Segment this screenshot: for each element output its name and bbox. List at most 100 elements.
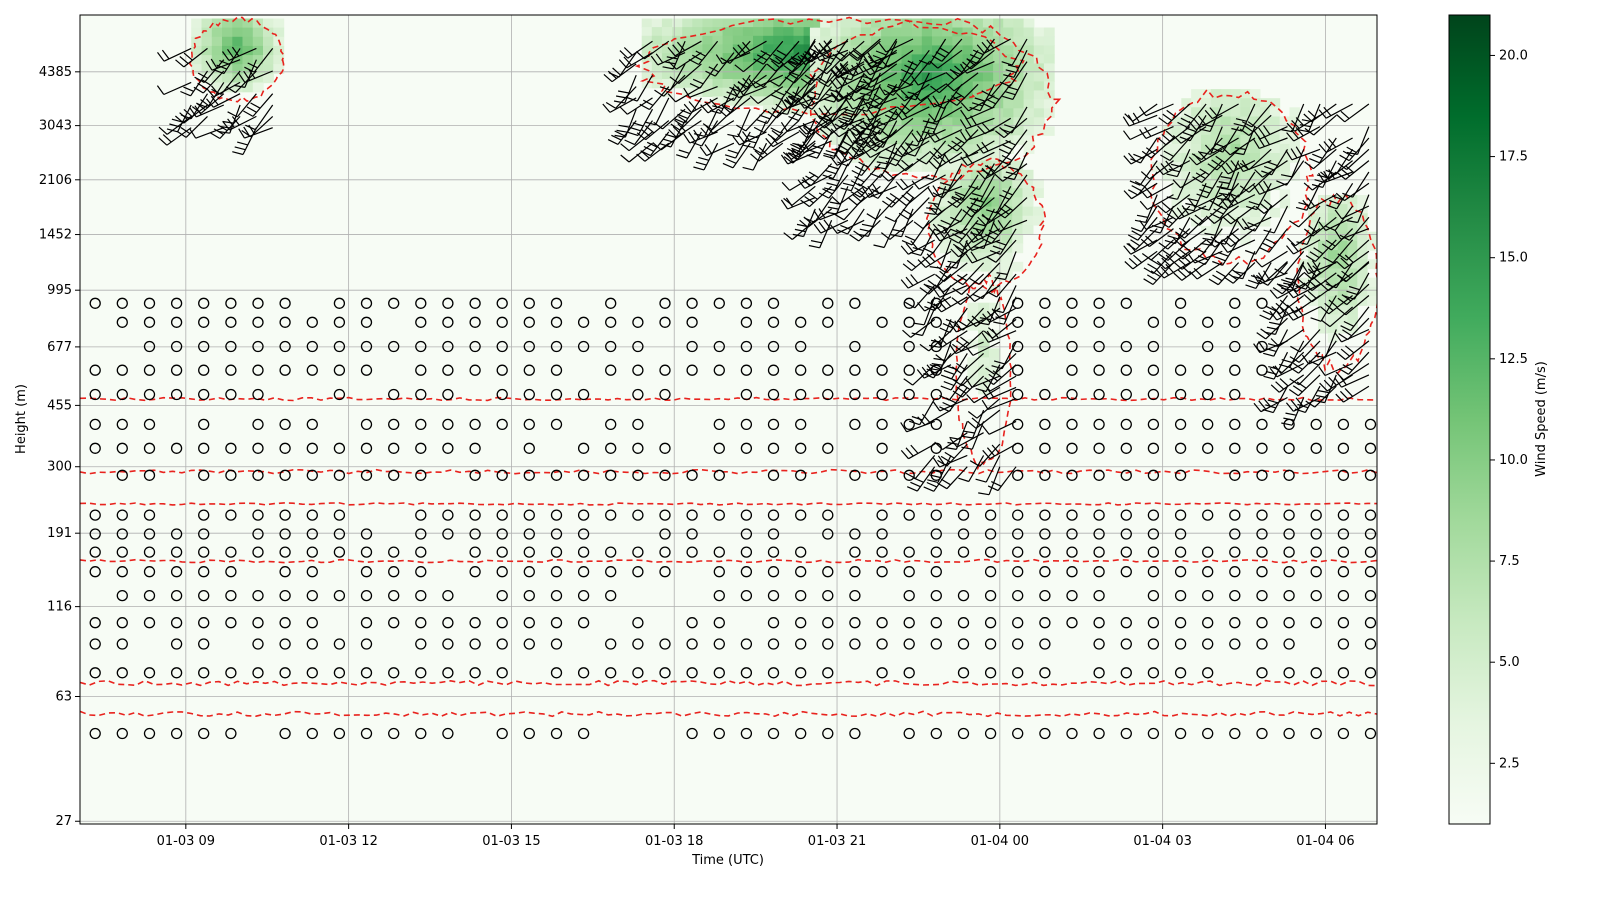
calm-marker [225, 316, 237, 328]
wind-barb-flag [726, 91, 738, 97]
speed-cell [830, 99, 842, 109]
wind-barb-flag [765, 137, 774, 147]
speed-contour [634, 16, 1025, 116]
calm-marker [252, 418, 264, 431]
wind-barb-flag [1291, 119, 1300, 129]
wind-barb-flag [939, 394, 950, 401]
speed-cell [753, 18, 764, 28]
wind-barb-flag [852, 47, 863, 56]
wind-barb-flag [1248, 201, 1260, 206]
calm-marker [713, 364, 725, 376]
wind-barb-flag [1176, 207, 1185, 217]
speed-cell [753, 27, 764, 37]
calm-marker [849, 617, 861, 629]
wind-barb-flag [1159, 220, 1170, 228]
speed-cell [978, 384, 990, 395]
calm-marker [360, 727, 373, 740]
speed-cell [881, 126, 892, 136]
speed-cell [803, 70, 815, 80]
calm-marker [1039, 442, 1051, 454]
wind-barb [923, 296, 936, 326]
wind-barb-flag [1263, 199, 1273, 208]
calm-marker [1256, 589, 1268, 602]
wind-barb [920, 83, 946, 102]
calm-marker [903, 509, 915, 521]
wind-barb-flag [1246, 205, 1257, 211]
wind-barb-flag [912, 92, 921, 102]
calm-marker [1093, 638, 1105, 650]
calm-marker [713, 617, 725, 629]
speed-cell [692, 79, 703, 89]
wind-barb-flag [916, 130, 924, 141]
calm-marker [143, 297, 156, 309]
wind-barb-flag [848, 197, 858, 206]
wind-barb-flag [810, 240, 822, 244]
wind-barb-flag [906, 486, 918, 492]
calm-marker [116, 546, 128, 558]
speed-cell [1318, 213, 1329, 224]
calm-marker [686, 509, 698, 521]
wind-barb-flag [1340, 348, 1350, 357]
wind-barb-flag [1178, 227, 1189, 235]
speed-cell [932, 117, 943, 127]
speed-cell [901, 54, 913, 64]
speed-cell [978, 321, 990, 331]
wind-barb-flag [1122, 116, 1130, 127]
wind-barb-flag [993, 321, 1005, 325]
wind-barb-flag [867, 108, 876, 118]
wind-barb-flag [753, 126, 765, 134]
calm-marker [89, 509, 101, 521]
wind-barb-flag [904, 301, 916, 309]
y-tick-label: 1452 [39, 228, 72, 243]
calm-marker [686, 727, 698, 740]
wind-barb-flag [791, 147, 802, 153]
wind-barb-flag [862, 78, 871, 88]
speed-cell [911, 63, 923, 73]
calm-marker [170, 297, 183, 309]
calm-marker [252, 316, 264, 328]
speed-cell [1318, 240, 1329, 251]
wind-barb [942, 432, 968, 451]
wind-barb [1248, 171, 1272, 193]
calm-marker [225, 589, 237, 602]
wind-barb-flag [949, 438, 958, 448]
calm-marker [415, 364, 427, 376]
wind-barb-flag [733, 83, 743, 93]
speed-cell [191, 64, 203, 74]
calm-marker [116, 316, 128, 328]
speed-cell [950, 179, 961, 189]
wind-barb-flag [742, 41, 751, 51]
calm-marker [1066, 388, 1078, 401]
calm-marker [116, 469, 128, 481]
speed-cell [993, 54, 1004, 64]
speed-cell [1230, 98, 1241, 108]
wind-barb-flag [1165, 263, 1174, 273]
speed-cell [952, 108, 964, 118]
calm-marker [279, 316, 291, 328]
wind-barb-flag [945, 83, 955, 92]
wind-barb-flag [883, 89, 894, 96]
wind-barb-flag [1338, 368, 1349, 375]
speed-cell [1367, 231, 1377, 242]
calm-marker [1202, 638, 1214, 650]
speed-cell [1003, 18, 1014, 29]
wind-barb-flag [854, 165, 866, 172]
calm-marker [1202, 388, 1214, 401]
speed-cell [1003, 27, 1014, 38]
calm-marker [333, 509, 346, 521]
wind-barb-flag [916, 158, 927, 165]
wind-barb-flag [1145, 147, 1156, 155]
speed-cell [1012, 206, 1024, 217]
wind-barb-flag [783, 65, 794, 73]
speed-cell [972, 54, 984, 64]
speed-cell [1240, 216, 1251, 227]
calm-marker [116, 727, 128, 740]
wind-barb-flag [960, 63, 968, 74]
wind-barb-flag [959, 130, 967, 141]
calm-marker [1337, 546, 1350, 558]
calm-marker [415, 589, 427, 602]
speed-cell [1161, 153, 1172, 163]
wind-barb-flag [928, 113, 937, 123]
wind-barb-flag [835, 65, 844, 75]
wind-barb-flag [1201, 123, 1213, 128]
